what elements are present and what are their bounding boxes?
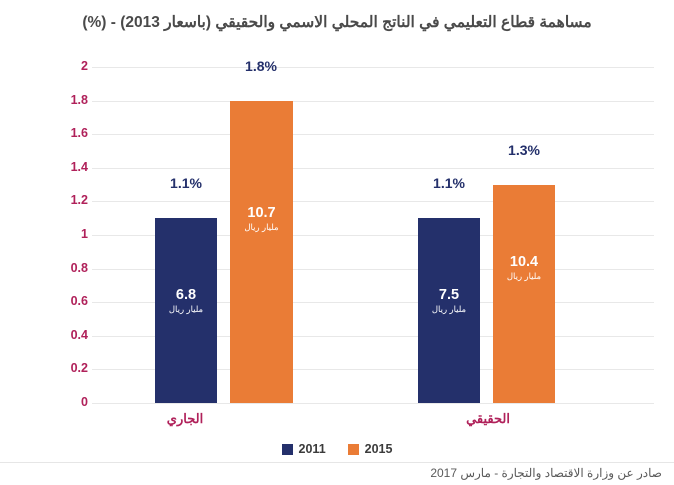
y-tick-0-8: 0.8	[70, 260, 88, 275]
bar-haqiqi-2015-unit: مليار ريال	[506, 270, 542, 281]
bar-jari-2011-amount: 6.8	[175, 287, 197, 304]
bar-haqiqi-2011-pct: 1.1%	[433, 175, 465, 191]
legend-label-2011: 2011	[298, 442, 326, 456]
bar-jari-2011-unit: مليار ريال	[168, 304, 204, 315]
legend-label-2015: 2015	[364, 442, 393, 456]
legend-item-2015[interactable]: 2015	[347, 442, 393, 456]
y-tick-1-6: 1.6	[70, 126, 88, 141]
bar-jari-2011-label: 6.8 مليار ريال	[155, 288, 217, 316]
bar-haqiqi-2015[interactable]: 10.4 مليار ريال	[493, 184, 555, 403]
bar-haqiqi-2011[interactable]: 7.5 مليار ريال	[418, 218, 480, 403]
gridline-0-4	[92, 335, 654, 337]
bar-jari-2015[interactable]: 10.7 مليار ريال	[230, 100, 293, 403]
y-tick-1-8: 1.8	[70, 92, 88, 107]
source-note: صادر عن وزارة الاقتصاد والتجارة - مارس 2…	[430, 466, 662, 480]
legend-swatch-icon-2011	[281, 443, 293, 455]
y-tick-1: 1	[81, 227, 88, 241]
y-tick-0-2: 0.2	[70, 361, 88, 376]
bar-haqiqi-2015-pct: 1.3%	[508, 142, 540, 158]
legend-item-2011[interactable]: 2011	[281, 442, 326, 456]
y-axis: 2 1.8 1.6 1.4 1.2 1 0.8 0.6 0.4 0.2 0	[44, 59, 88, 409]
bar-jari-2015-unit: مليار ريال	[244, 221, 279, 232]
bar-haqiqi-2015-amount: 10.4	[509, 253, 539, 270]
category-label-haqiqi: الحقيقي	[466, 411, 510, 426]
y-tick-0-4: 0.4	[70, 327, 88, 342]
bar-jari-2011-pct: 1.1%	[170, 175, 202, 191]
y-tick-0: 0	[81, 395, 88, 409]
gridline-0-2	[92, 369, 654, 371]
bar-haqiqi-2011-label: 7.5 مليار ريال	[418, 288, 480, 316]
bar-haqiqi-2011-amount: 7.5	[438, 287, 460, 304]
gridline-1	[92, 235, 654, 236]
category-label-jari: الجاري	[166, 411, 204, 426]
gridline-0-8	[92, 268, 654, 270]
y-tick-2: 2	[81, 59, 88, 73]
y-tick-0-6: 0.6	[70, 294, 88, 309]
bar-jari-2011[interactable]: 6.8 مليار ريال	[155, 218, 217, 403]
bar-haqiqi-2015-label: 10.4 مليار ريال	[493, 253, 555, 283]
bar-haqiqi-2011-unit: مليار ريال	[431, 304, 467, 315]
gridline-1-4	[92, 167, 654, 169]
gridline-0-6	[92, 302, 654, 304]
gridline-0	[92, 403, 654, 404]
y-tick-1-4: 1.4	[70, 159, 88, 174]
bar-jari-2015-label: 10.7 مليار ريال	[230, 204, 293, 234]
legend-swatch-icon-2015	[347, 443, 359, 455]
page-title: مساهمة قطاع التعليمي في الناتج المحلي ال…	[82, 14, 592, 31]
legend: 2011 2015	[0, 442, 674, 456]
footer-divider	[0, 462, 674, 463]
y-tick-1-2: 1.2	[70, 193, 88, 208]
bar-jari-2015-amount: 10.7	[247, 204, 276, 221]
gridline-1-8	[92, 100, 654, 102]
gridline-2	[92, 67, 654, 68]
gridline-1-6	[92, 134, 654, 136]
gridline-1-2	[92, 201, 654, 203]
bar-jari-2015-pct: 1.8%	[245, 58, 277, 74]
plot-area: 6.8 مليار ريال 1.1% 10.7 مليار ريال 1.8%…	[92, 58, 654, 404]
